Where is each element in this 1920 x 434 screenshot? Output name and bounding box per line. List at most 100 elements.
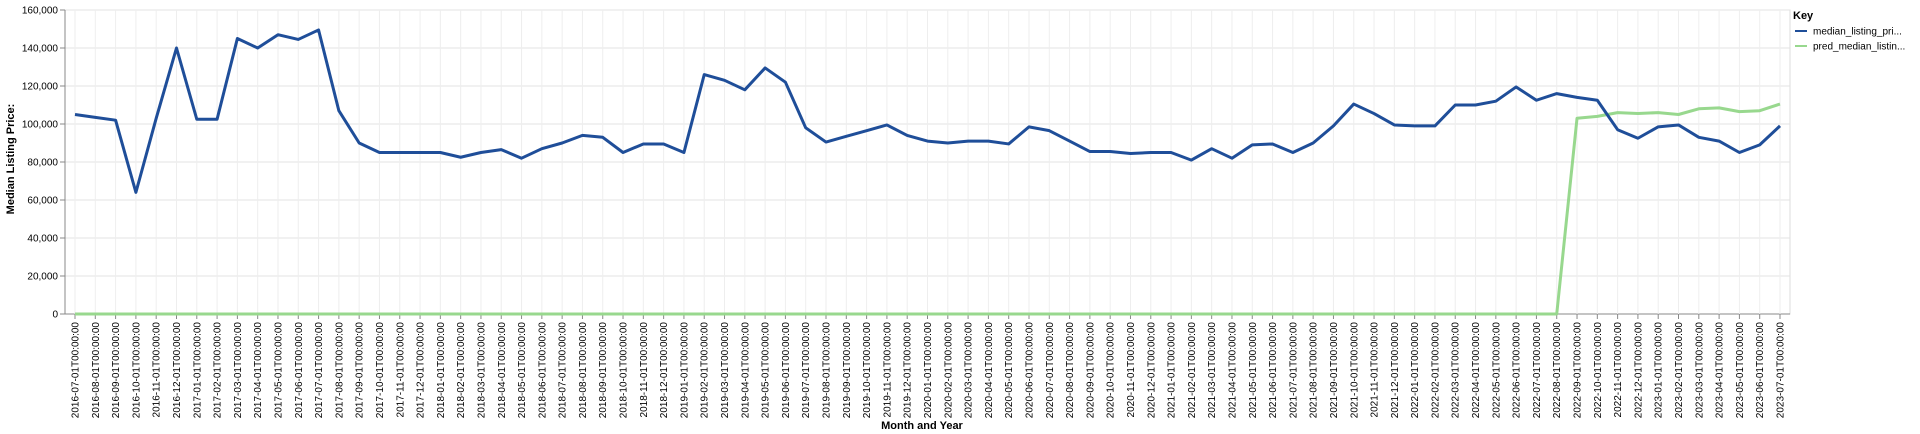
series-lines [74,28,1782,316]
x-tick-label: 2017-01-01T00:00:00 [192,322,203,419]
x-tick-label: 2018-06-01T00:00:00 [537,322,548,419]
x-tick-label: 2018-10-01T00:00:00 [619,322,630,419]
x-tick-label: 2021-09-01T00:00:00 [1329,322,1340,419]
x-tick-label: 2016-09-01T00:00:00 [111,322,122,419]
x-tick-label: 2017-10-01T00:00:00 [375,322,386,419]
x-tick-label: 2018-07-01T00:00:00 [558,322,569,419]
x-tick-label: 2017-08-01T00:00:00 [334,322,345,419]
x-tick-label: 2020-09-01T00:00:00 [1085,322,1096,419]
legend: Key median_listing_pri... pred_median_lis… [1793,10,1905,53]
x-tick-label: 2020-02-01T00:00:00 [943,322,954,419]
x-tick-label: 2016-07-01T00:00:00 [71,322,82,419]
x-tick-label: 2020-07-01T00:00:00 [1045,322,1056,419]
x-tick-label: 2022-04-01T00:00:00 [1471,322,1482,419]
x-tick-label: 2023-03-01T00:00:00 [1694,322,1705,419]
y-tick-label: 100,000 [22,120,59,131]
x-tick-label: 2017-02-01T00:00:00 [213,322,224,419]
x-tick-label: 2020-12-01T00:00:00 [1146,322,1157,419]
x-tick-label: 2017-07-01T00:00:00 [314,322,325,419]
x-tick-label: 2023-05-01T00:00:00 [1735,322,1746,419]
x-tick-label: 2018-08-01T00:00:00 [578,322,589,419]
y-tick-label: 120,000 [22,82,59,93]
legend-label: pred_median_listin... [1813,42,1905,53]
x-tick-label: 2020-06-01T00:00:00 [1024,322,1035,419]
series-line-median-listing-price [74,28,1782,194]
x-tick-label: 2022-01-01T00:00:00 [1410,322,1421,419]
grid-lines [64,9,1791,315]
x-tick-label: 2022-11-01T00:00:00 [1613,322,1624,418]
x-tick-label: 2023-06-01T00:00:00 [1755,322,1766,419]
x-tick-label: 2023-07-01T00:00:00 [1776,322,1787,419]
x-tick-label: 2021-08-01T00:00:00 [1309,322,1320,419]
x-tick-label: 2023-04-01T00:00:00 [1715,322,1726,419]
y-tick-label: 80,000 [27,158,58,169]
series-line-pred-median-listing-price [75,102,1781,316]
x-tick-label: 2021-02-01T00:00:00 [1187,322,1198,419]
x-tick-label: 2023-02-01T00:00:00 [1674,322,1685,419]
x-tick-label: 2016-08-01T00:00:00 [91,322,102,419]
x-tick-label: 2016-10-01T00:00:00 [131,322,142,419]
x-tick-label: 2017-03-01T00:00:00 [233,322,244,419]
x-axis-title: Month and Year [881,420,963,432]
y-axis-title: Median Listing Price: [5,104,17,215]
x-tick-label: 2022-08-01T00:00:00 [1552,322,1563,419]
x-tick-label: 2019-09-01T00:00:00 [842,322,853,419]
x-tick-label: 2019-10-01T00:00:00 [862,322,873,419]
x-tick-label: 2019-11-01T00:00:00 [882,322,893,418]
x-tick-label: 2021-06-01T00:00:00 [1268,322,1279,419]
x-tick-label: 2022-05-01T00:00:00 [1491,322,1502,419]
x-tick-label: 2018-11-01T00:00:00 [639,322,650,418]
x-tick-label: 2021-03-01T00:00:00 [1207,322,1218,419]
x-tick-label: 2017-06-01T00:00:00 [294,322,305,419]
x-tick-label: 2021-12-01T00:00:00 [1390,322,1401,419]
y-tick-label: 20,000 [27,272,58,283]
x-tick-label: 2016-12-01T00:00:00 [172,322,183,419]
x-tick-label: 2022-03-01T00:00:00 [1451,322,1462,419]
x-tick-label: 2020-11-01T00:00:00 [1126,322,1137,418]
x-tick-label: 2018-01-01T00:00:00 [436,322,447,419]
x-tick-label: 2021-07-01T00:00:00 [1288,322,1299,419]
legend-label: median_listing_pri... [1813,27,1902,38]
x-tick-label: 2020-10-01T00:00:00 [1106,322,1117,419]
x-tick-label: 2019-03-01T00:00:00 [720,322,731,419]
x-tick-label: 2017-09-01T00:00:00 [355,322,366,419]
x-tick-label: 2018-12-01T00:00:00 [659,322,670,419]
x-tick-label: 2022-06-01T00:00:00 [1512,322,1523,419]
x-tick-label: 2018-04-01T00:00:00 [497,322,508,419]
x-tick-label: 2018-09-01T00:00:00 [598,322,609,419]
x-tick-label: 2017-05-01T00:00:00 [273,322,284,419]
x-tick-label: 2016-11-01T00:00:00 [152,322,163,418]
x-tick-label: 2019-01-01T00:00:00 [679,322,690,419]
x-tick-label: 2019-12-01T00:00:00 [903,322,914,419]
y-tick-label: 140,000 [22,44,59,55]
x-tick-label: 2023-01-01T00:00:00 [1654,322,1665,419]
x-tick-label: 2019-05-01T00:00:00 [761,322,772,419]
x-tick-label: 2020-08-01T00:00:00 [1065,322,1076,419]
x-tick-label: 2017-12-01T00:00:00 [416,322,427,419]
x-tick-label: 2022-02-01T00:00:00 [1430,322,1441,419]
x-tick-label: 2018-03-01T00:00:00 [476,322,487,419]
x-tick-label: 2022-07-01T00:00:00 [1532,322,1543,419]
x-tick-label: 2022-12-01T00:00:00 [1633,322,1644,419]
x-tick-label: 2021-11-01T00:00:00 [1370,322,1381,418]
x-tick-label: 2021-10-01T00:00:00 [1349,322,1360,419]
x-tick-label: 2017-11-01T00:00:00 [395,322,406,418]
x-tick-label: 2019-04-01T00:00:00 [740,322,751,419]
x-tick-label: 2022-10-01T00:00:00 [1593,322,1604,419]
x-tick-label: 2017-04-01T00:00:00 [253,322,264,419]
x-tick-label: 2019-06-01T00:00:00 [781,322,792,419]
x-tick-label: 2021-05-01T00:00:00 [1248,322,1259,419]
x-tick-label: 2022-09-01T00:00:00 [1573,322,1584,419]
x-tick-label: 2021-01-01T00:00:00 [1167,322,1178,419]
y-axis-ticks: 0 20,000 40,000 60,000 80,000 100,000 120,000 1… [22,6,65,321]
x-tick-label: 2020-05-01T00:00:00 [1004,322,1015,419]
legend-title: Key [1793,10,1814,22]
x-tick-label: 2020-01-01T00:00:00 [923,322,934,419]
x-tick-label: 2018-05-01T00:00:00 [517,322,528,419]
x-tick-label: 2019-02-01T00:00:00 [700,322,711,419]
y-tick-label: 160,000 [22,6,59,17]
x-tick-label: 2019-08-01T00:00:00 [822,322,833,419]
y-tick-label: 40,000 [27,234,58,245]
x-tick-label: 2021-04-01T00:00:00 [1227,322,1238,419]
